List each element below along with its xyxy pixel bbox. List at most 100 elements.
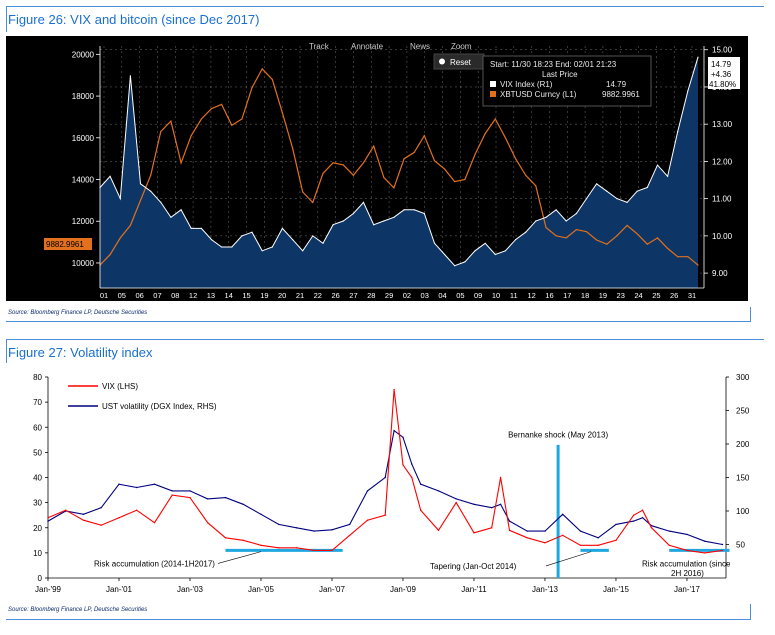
vix-line bbox=[47, 389, 723, 554]
vix-point bbox=[312, 235, 314, 237]
ust-volatility-line bbox=[47, 429, 723, 546]
fig26-toolbar: Track Annotate News Zoom bbox=[309, 42, 472, 51]
vix-point bbox=[473, 532, 475, 534]
fig27-right-tick-label: 150 bbox=[736, 474, 750, 483]
legend-btc-swatch bbox=[490, 91, 496, 97]
btc-point bbox=[626, 224, 628, 226]
ust-point bbox=[171, 490, 173, 492]
legend-vix-value: 14.79 bbox=[606, 80, 627, 89]
ust-point bbox=[633, 520, 635, 522]
vix-point bbox=[261, 250, 263, 252]
toolbar-zoom[interactable]: Zoom bbox=[451, 42, 472, 51]
fig26-source: Source: Bloomberg Finance LP, Deutsche S… bbox=[8, 310, 148, 316]
btc-point bbox=[494, 118, 496, 120]
vix-point bbox=[403, 209, 405, 211]
btc-line bbox=[99, 67, 699, 266]
toolbar-news[interactable]: News bbox=[410, 42, 430, 51]
vix-point bbox=[129, 75, 131, 77]
vix-point bbox=[150, 190, 152, 192]
fig26-x-tick-label: 11 bbox=[510, 291, 518, 300]
btc-point bbox=[504, 137, 506, 139]
ust-point bbox=[153, 483, 156, 485]
btc-point bbox=[555, 235, 557, 237]
btc-point bbox=[200, 118, 202, 120]
vix-point bbox=[484, 242, 486, 244]
ust-point bbox=[278, 523, 280, 526]
fig27-bottom-rule bbox=[6, 619, 751, 620]
fig26-right-tick-label: 13.00 bbox=[712, 120, 733, 129]
vix-point bbox=[189, 496, 191, 499]
vix-point bbox=[322, 242, 324, 244]
fig26-x-tick-label: 19 bbox=[260, 291, 268, 300]
fig26-x-tick-label: 24 bbox=[634, 291, 642, 300]
btc-point bbox=[585, 231, 588, 233]
fig26-x-tick-label: 22 bbox=[314, 291, 322, 300]
fig26-x-tick-label: 05 bbox=[456, 291, 464, 300]
vix-point bbox=[474, 250, 476, 252]
ust-point bbox=[331, 529, 333, 531]
vix-point bbox=[200, 227, 202, 229]
fig26-x-tick-label: 23 bbox=[617, 291, 625, 300]
fig26-left-tick-label: 16000 bbox=[72, 134, 95, 143]
btc-point bbox=[292, 147, 294, 149]
fig27-left-tick-label: 30 bbox=[33, 499, 42, 508]
fig27-x-tick-label: Jan-'09 bbox=[390, 585, 417, 594]
vix-point bbox=[160, 201, 162, 203]
vix-point bbox=[82, 519, 85, 521]
vix-point bbox=[687, 90, 689, 92]
btc-point bbox=[119, 237, 121, 239]
fig26-x-tick-label: 15 bbox=[242, 291, 250, 300]
vix-point bbox=[153, 522, 156, 524]
vix-point bbox=[221, 246, 223, 248]
fig27-left-tick-label: 60 bbox=[33, 423, 42, 432]
btc-point bbox=[646, 243, 648, 245]
ust-point bbox=[704, 540, 706, 542]
vix-point bbox=[383, 220, 385, 222]
vix-point bbox=[136, 509, 138, 511]
btc-point bbox=[606, 243, 608, 245]
fig26-x-tick-label: 28 bbox=[367, 291, 375, 300]
fig26-left-tick-label: 18000 bbox=[72, 92, 95, 101]
fig27-left-tick-label: 0 bbox=[38, 574, 43, 583]
fig27-left-tick-label: 20 bbox=[33, 524, 42, 533]
ust-point bbox=[615, 523, 617, 526]
ust-point bbox=[47, 520, 49, 522]
vix-point bbox=[686, 549, 688, 552]
toolbar-annotate[interactable]: Annotate bbox=[351, 42, 384, 51]
fig27-left-tick-label: 40 bbox=[33, 474, 42, 483]
risk1-leader bbox=[217, 551, 262, 564]
vix-point bbox=[278, 547, 280, 549]
vix-point bbox=[646, 186, 648, 189]
vix-point bbox=[100, 524, 102, 526]
vix-point bbox=[562, 534, 564, 536]
btc-point bbox=[373, 145, 375, 147]
btc-point bbox=[332, 162, 334, 164]
ust-point bbox=[82, 513, 85, 515]
btc-point bbox=[515, 158, 517, 160]
vix-point bbox=[271, 246, 273, 248]
fig27-legend: VIX (LHS) UST volatility (DGX Index, RHS… bbox=[68, 382, 217, 411]
risk2-label-line2: 2H 2016) bbox=[671, 569, 704, 578]
btc-point bbox=[454, 181, 456, 183]
fig26-left-rule bbox=[6, 6, 7, 32]
fig26-legend-box bbox=[482, 55, 652, 107]
vix-point bbox=[545, 216, 547, 218]
toolbar-track[interactable]: Track bbox=[309, 42, 330, 51]
fig26-x-tick-label: 21 bbox=[296, 291, 304, 300]
vix-point bbox=[118, 517, 120, 519]
btc-point bbox=[139, 199, 142, 201]
btc-point bbox=[433, 160, 436, 162]
ust-point bbox=[641, 517, 644, 519]
fig26-right-tick-label: 15.00 bbox=[712, 46, 733, 55]
btc-point bbox=[423, 135, 425, 137]
vix-last-change: +4.36 bbox=[711, 70, 732, 79]
ust-point bbox=[411, 463, 413, 465]
fig26-right-tick-label: 12.00 bbox=[712, 157, 733, 166]
reset-button[interactable]: Reset bbox=[433, 53, 485, 70]
ust-point bbox=[224, 496, 227, 499]
ust-point bbox=[579, 530, 582, 532]
ust-point bbox=[100, 507, 102, 509]
fig26-x-tick-label: 13 bbox=[207, 291, 215, 300]
fig27-x-tick-label: Jan-'05 bbox=[248, 585, 275, 594]
fig26-x-tick-label: 17 bbox=[563, 291, 571, 300]
